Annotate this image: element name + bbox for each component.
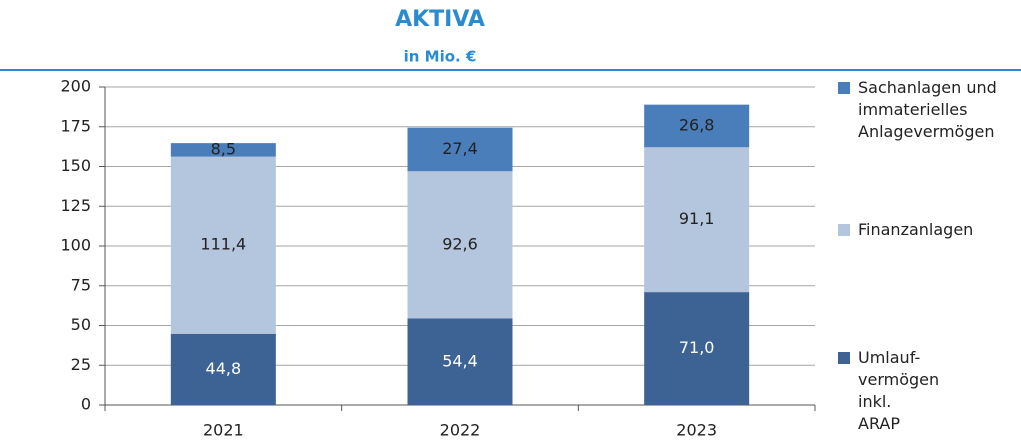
y-tick-label: 100 <box>60 236 91 255</box>
data-label: 8,5 <box>211 139 236 158</box>
legend-entry: Umlauf- vermögen inkl. ARAP <box>838 347 940 435</box>
data-label: 111,4 <box>200 235 246 254</box>
chart-subtitle: in Mio. € <box>404 48 477 66</box>
bar-segment <box>407 127 513 172</box>
bar-segment <box>170 143 276 157</box>
y-tick-label: 0 <box>81 395 91 414</box>
x-tick-label: 2022 <box>440 421 481 440</box>
legend-entry: Sachanlagen und immaterielles Anlageverm… <box>838 77 1013 143</box>
data-label: 91,1 <box>679 209 715 228</box>
bar-segment <box>170 333 276 405</box>
data-label: 44,8 <box>206 359 242 378</box>
y-tick-label: 50 <box>71 315 91 334</box>
y-tick-label: 25 <box>71 355 91 374</box>
bar-segment <box>170 156 276 334</box>
legend-swatch <box>838 224 850 236</box>
legend-entry: Finanzanlagen <box>838 219 1013 241</box>
bar-segment <box>407 318 513 405</box>
legend-swatch <box>838 352 850 364</box>
legend-label: Sachanlagen und immaterielles Anlageverm… <box>858 78 997 141</box>
y-tick-label: 200 <box>60 77 91 96</box>
data-label: 26,8 <box>679 115 715 134</box>
legend-label: Umlauf- vermögen inkl. ARAP <box>858 348 940 433</box>
legend-label: Finanzanlagen <box>858 220 974 239</box>
legend-swatch <box>838 82 850 94</box>
y-tick-label: 175 <box>60 116 91 135</box>
data-label: 71,0 <box>679 338 715 357</box>
y-tick-label: 125 <box>60 196 91 215</box>
bar-segment <box>644 147 750 293</box>
data-label: 27,4 <box>442 139 478 158</box>
chart-title: AKTIVA <box>395 7 485 32</box>
bar-segment <box>407 171 513 319</box>
bar-segment <box>644 104 750 148</box>
x-tick-label: 2021 <box>203 421 244 440</box>
bar-segment <box>644 292 750 405</box>
data-label: 92,6 <box>442 234 478 253</box>
x-tick-label: 2023 <box>676 421 717 440</box>
data-label: 54,4 <box>442 351 478 370</box>
y-tick-label: 150 <box>60 156 91 175</box>
y-tick-label: 75 <box>71 275 91 294</box>
